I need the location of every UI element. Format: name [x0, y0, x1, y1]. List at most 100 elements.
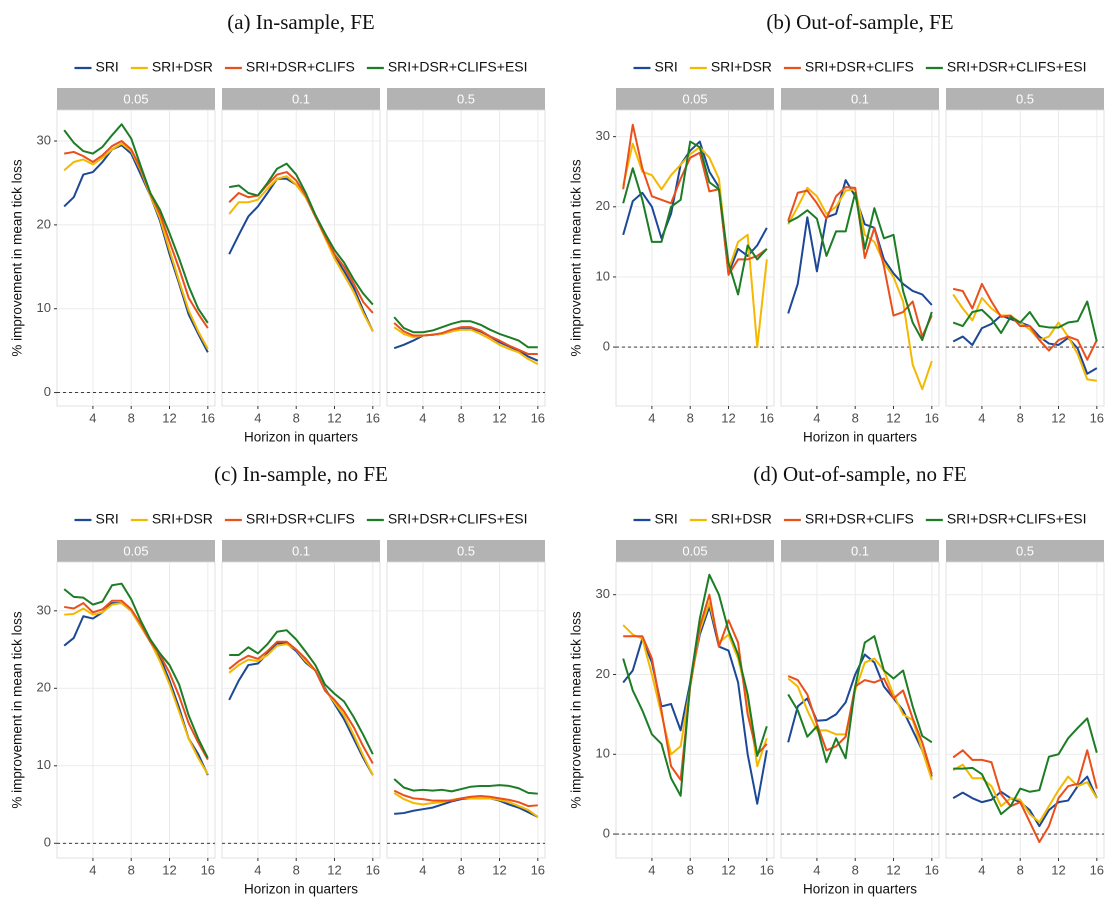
- x-tick-label: 4: [813, 862, 820, 877]
- strip-label: 0.1: [851, 91, 869, 106]
- panel-title: (c) In-sample, no FE: [214, 462, 388, 486]
- x-tick-label: 8: [458, 862, 465, 877]
- strip: [616, 88, 774, 110]
- strip: [387, 88, 545, 110]
- x-tick-label: 4: [978, 410, 985, 425]
- panel: (a) In-sample, FE SRI SRI+DSR SRI+DSR+CLIFS…: [10, 10, 546, 445]
- x-tick-label: 16: [366, 410, 380, 425]
- strip: [387, 540, 545, 562]
- y-tick-label: 20: [596, 198, 610, 213]
- x-tick-label: 8: [1017, 862, 1024, 877]
- series-line: [952, 300, 1098, 342]
- x-tick-label: 16: [531, 410, 545, 425]
- x-tick-label: 8: [852, 862, 859, 877]
- facet-background: [780, 109, 940, 407]
- legend-label: SRI+DSR+CLIFS: [246, 511, 355, 527]
- legend-label: SRI+DSR+CLIFS: [805, 59, 914, 75]
- x-tick-label: 12: [162, 862, 176, 877]
- facet-background: [780, 561, 940, 859]
- series-line: [787, 675, 933, 775]
- panel: (d) Out-of-sample, no FE SRI SRI+DSR SRI+DS…: [569, 462, 1105, 897]
- y-tick-label: 10: [37, 300, 51, 315]
- x-tick-label: 16: [760, 862, 774, 877]
- series-line: [393, 316, 538, 349]
- series-line: [622, 140, 768, 275]
- x-tick-label: 4: [89, 410, 96, 425]
- panel: (c) In-sample, no FE SRI SRI+DSR SRI+DSR+CL…: [10, 462, 546, 897]
- x-tick-label: 8: [687, 862, 694, 877]
- x-tick-label: 12: [327, 410, 341, 425]
- strip-label: 0.05: [123, 91, 148, 106]
- strip: [222, 540, 380, 562]
- strip-label: 0.5: [1016, 91, 1034, 106]
- x-tick-label: 16: [1090, 862, 1104, 877]
- y-axis-label: % improvement in mean tick loss: [10, 611, 25, 809]
- strip-label: 0.5: [1016, 543, 1034, 558]
- x-tick-label: 4: [89, 862, 96, 877]
- strip-label: 0.05: [682, 91, 707, 106]
- x-tick-label: 12: [721, 410, 735, 425]
- legend-label: SRI+DSR+CLIFS+ESI: [388, 511, 528, 527]
- x-tick-label: 16: [1090, 410, 1104, 425]
- x-tick-label: 8: [128, 410, 135, 425]
- legend: SRI SRI+DSR SRI+DSR+CLIFS SRI+DSR+CLIFS+ESI: [74, 59, 528, 75]
- panel-title: (d) Out-of-sample, no FE: [753, 462, 966, 486]
- strip: [946, 540, 1104, 562]
- x-tick-label: 16: [760, 410, 774, 425]
- x-axis-label: Horizon in quarters: [803, 882, 917, 897]
- strip-label: 0.1: [292, 543, 310, 558]
- series-line: [229, 162, 374, 306]
- series-line: [952, 314, 1098, 375]
- series-line: [787, 635, 933, 764]
- panel-title: (b) Out-of-sample, FE: [766, 10, 953, 34]
- y-tick-label: 0: [44, 835, 51, 850]
- y-tick-label: 30: [596, 128, 610, 143]
- legend-label: SRI+DSR: [152, 59, 213, 75]
- x-tick-label: 12: [327, 862, 341, 877]
- x-tick-label: 8: [293, 410, 300, 425]
- strip: [57, 540, 215, 562]
- series-line: [64, 599, 209, 761]
- x-tick-label: 4: [419, 410, 426, 425]
- series-line: [622, 140, 768, 296]
- legend: SRI SRI+DSR SRI+DSR+CLIFS SRI+DSR+CLIFS+ESI: [633, 511, 1087, 527]
- x-tick-label: 16: [201, 410, 215, 425]
- y-tick-label: 20: [37, 680, 51, 695]
- series-line: [622, 123, 768, 276]
- panel: (b) Out-of-sample, FE SRI SRI+DSR SRI+DSR+C…: [569, 10, 1105, 445]
- strip: [222, 88, 380, 110]
- x-tick-label: 4: [648, 410, 655, 425]
- x-tick-label: 16: [366, 862, 380, 877]
- y-tick-label: 10: [596, 268, 610, 283]
- x-tick-label: 4: [813, 410, 820, 425]
- x-tick-label: 8: [1017, 410, 1024, 425]
- x-tick-label: 12: [492, 410, 506, 425]
- series-line: [787, 657, 933, 781]
- strip-label: 0.1: [851, 543, 869, 558]
- legend-label: SRI+DSR+CLIFS+ESI: [947, 511, 1087, 527]
- x-tick-label: 16: [531, 862, 545, 877]
- legend-label: SRI+DSR+CLIFS: [805, 511, 914, 527]
- y-axis-label: % improvement in mean tick loss: [10, 159, 25, 357]
- x-tick-label: 16: [925, 862, 939, 877]
- strip-label: 0.5: [457, 543, 475, 558]
- x-tick-label: 4: [978, 862, 985, 877]
- x-tick-label: 12: [1051, 862, 1065, 877]
- x-tick-label: 8: [852, 410, 859, 425]
- x-tick-label: 4: [648, 862, 655, 877]
- strip-label: 0.05: [123, 543, 148, 558]
- y-tick-label: 30: [596, 586, 610, 601]
- x-tick-label: 4: [254, 410, 261, 425]
- x-tick-label: 8: [687, 410, 694, 425]
- series-line: [393, 789, 538, 808]
- series-line: [64, 140, 209, 329]
- x-tick-label: 16: [925, 410, 939, 425]
- strip-label: 0.1: [292, 91, 310, 106]
- series-line: [393, 322, 538, 356]
- x-tick-label: 12: [1051, 410, 1065, 425]
- y-tick-label: 10: [37, 757, 51, 772]
- x-tick-label: 12: [162, 410, 176, 425]
- x-axis-label: Horizon in quarters: [244, 430, 358, 445]
- legend-label: SRI+DSR: [711, 59, 772, 75]
